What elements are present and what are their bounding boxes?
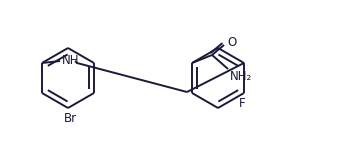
Text: O: O (227, 36, 236, 50)
Text: F: F (239, 97, 245, 110)
Text: Br: Br (63, 112, 76, 125)
Text: NH: NH (62, 54, 80, 68)
Text: NH₂: NH₂ (230, 70, 252, 83)
